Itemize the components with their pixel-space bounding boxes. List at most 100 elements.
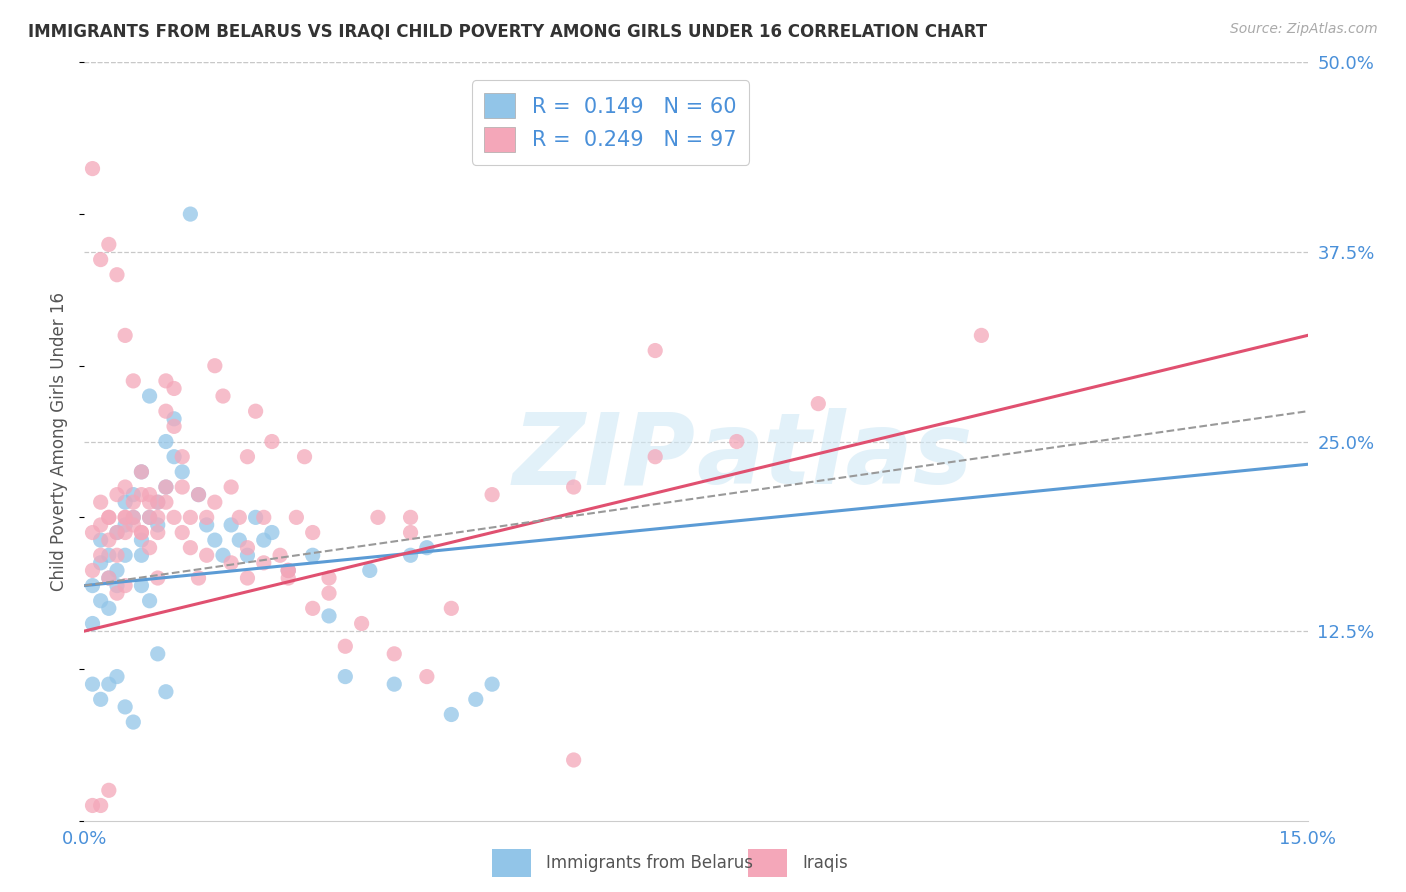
Point — [253, 556, 276, 570]
Point — [114, 510, 136, 524]
Point — [301, 548, 323, 563]
Point — [122, 487, 145, 501]
Point — [114, 548, 136, 563]
Point — [122, 517, 145, 532]
Point — [105, 586, 128, 600]
Point — [138, 510, 160, 524]
Point — [219, 556, 242, 570]
Point — [236, 541, 259, 555]
Point — [277, 564, 299, 578]
Point — [236, 548, 259, 563]
Point — [440, 601, 463, 615]
Point — [122, 715, 145, 730]
Point — [146, 647, 169, 661]
Point — [131, 487, 153, 501]
Point — [90, 692, 112, 706]
Point — [122, 510, 145, 524]
Point — [277, 564, 299, 578]
Point — [163, 419, 186, 434]
Point — [440, 707, 463, 722]
Point — [105, 548, 128, 563]
Text: ZIP: ZIP — [513, 409, 696, 505]
Point — [807, 396, 830, 410]
FancyBboxPatch shape — [748, 849, 787, 877]
Point — [163, 450, 186, 464]
Point — [90, 548, 112, 563]
Point — [155, 480, 177, 494]
Point — [105, 487, 128, 501]
Point — [97, 548, 120, 563]
Point — [114, 495, 136, 509]
Point — [82, 525, 104, 540]
Point — [301, 601, 323, 615]
Point — [187, 487, 209, 501]
Point — [301, 525, 323, 540]
Point — [114, 480, 136, 494]
Point — [90, 594, 112, 608]
Point — [212, 389, 235, 403]
Point — [350, 616, 373, 631]
Point — [97, 237, 120, 252]
Point — [90, 517, 112, 532]
Point — [97, 533, 120, 548]
Point — [90, 533, 112, 548]
Point — [90, 252, 112, 267]
Point — [416, 541, 439, 555]
Point — [562, 753, 585, 767]
Point — [105, 564, 128, 578]
Point — [105, 525, 128, 540]
Point — [179, 207, 201, 221]
Point — [105, 268, 128, 282]
Point — [212, 548, 235, 563]
Point — [335, 669, 357, 683]
Point — [399, 510, 422, 524]
Point — [245, 404, 267, 418]
Point — [172, 480, 194, 494]
Point — [82, 798, 104, 813]
Point — [253, 510, 276, 524]
Point — [82, 564, 104, 578]
Point — [236, 450, 259, 464]
Point — [97, 571, 120, 585]
Point — [335, 639, 357, 653]
Point — [122, 510, 145, 524]
Point — [82, 579, 104, 593]
Point — [179, 510, 201, 524]
Point — [131, 465, 153, 479]
Point — [114, 510, 136, 524]
Point — [382, 677, 405, 691]
Point — [367, 510, 389, 524]
Point — [97, 601, 120, 615]
Point — [318, 571, 340, 585]
Point — [90, 495, 112, 509]
Point — [172, 525, 194, 540]
Point — [114, 699, 136, 714]
Point — [416, 669, 439, 683]
Point — [131, 548, 153, 563]
Point — [138, 510, 160, 524]
Point — [481, 487, 503, 501]
Point — [204, 533, 226, 548]
Point — [131, 465, 153, 479]
Point — [260, 434, 283, 449]
Point — [253, 533, 276, 548]
Point — [155, 374, 177, 388]
Text: Iraqis: Iraqis — [801, 854, 848, 872]
Point — [138, 389, 160, 403]
Text: atlas: atlas — [696, 409, 973, 505]
Point — [219, 480, 242, 494]
Point — [359, 564, 381, 578]
Point — [172, 465, 194, 479]
Point — [228, 510, 250, 524]
Point — [228, 533, 250, 548]
Point — [187, 571, 209, 585]
Point — [131, 579, 153, 593]
Point — [138, 487, 160, 501]
Point — [97, 510, 120, 524]
Text: IMMIGRANTS FROM BELARUS VS IRAQI CHILD POVERTY AMONG GIRLS UNDER 16 CORRELATION : IMMIGRANTS FROM BELARUS VS IRAQI CHILD P… — [28, 22, 987, 40]
Point — [318, 586, 340, 600]
Point — [114, 579, 136, 593]
Point — [131, 533, 153, 548]
Point — [90, 556, 112, 570]
Point — [179, 541, 201, 555]
